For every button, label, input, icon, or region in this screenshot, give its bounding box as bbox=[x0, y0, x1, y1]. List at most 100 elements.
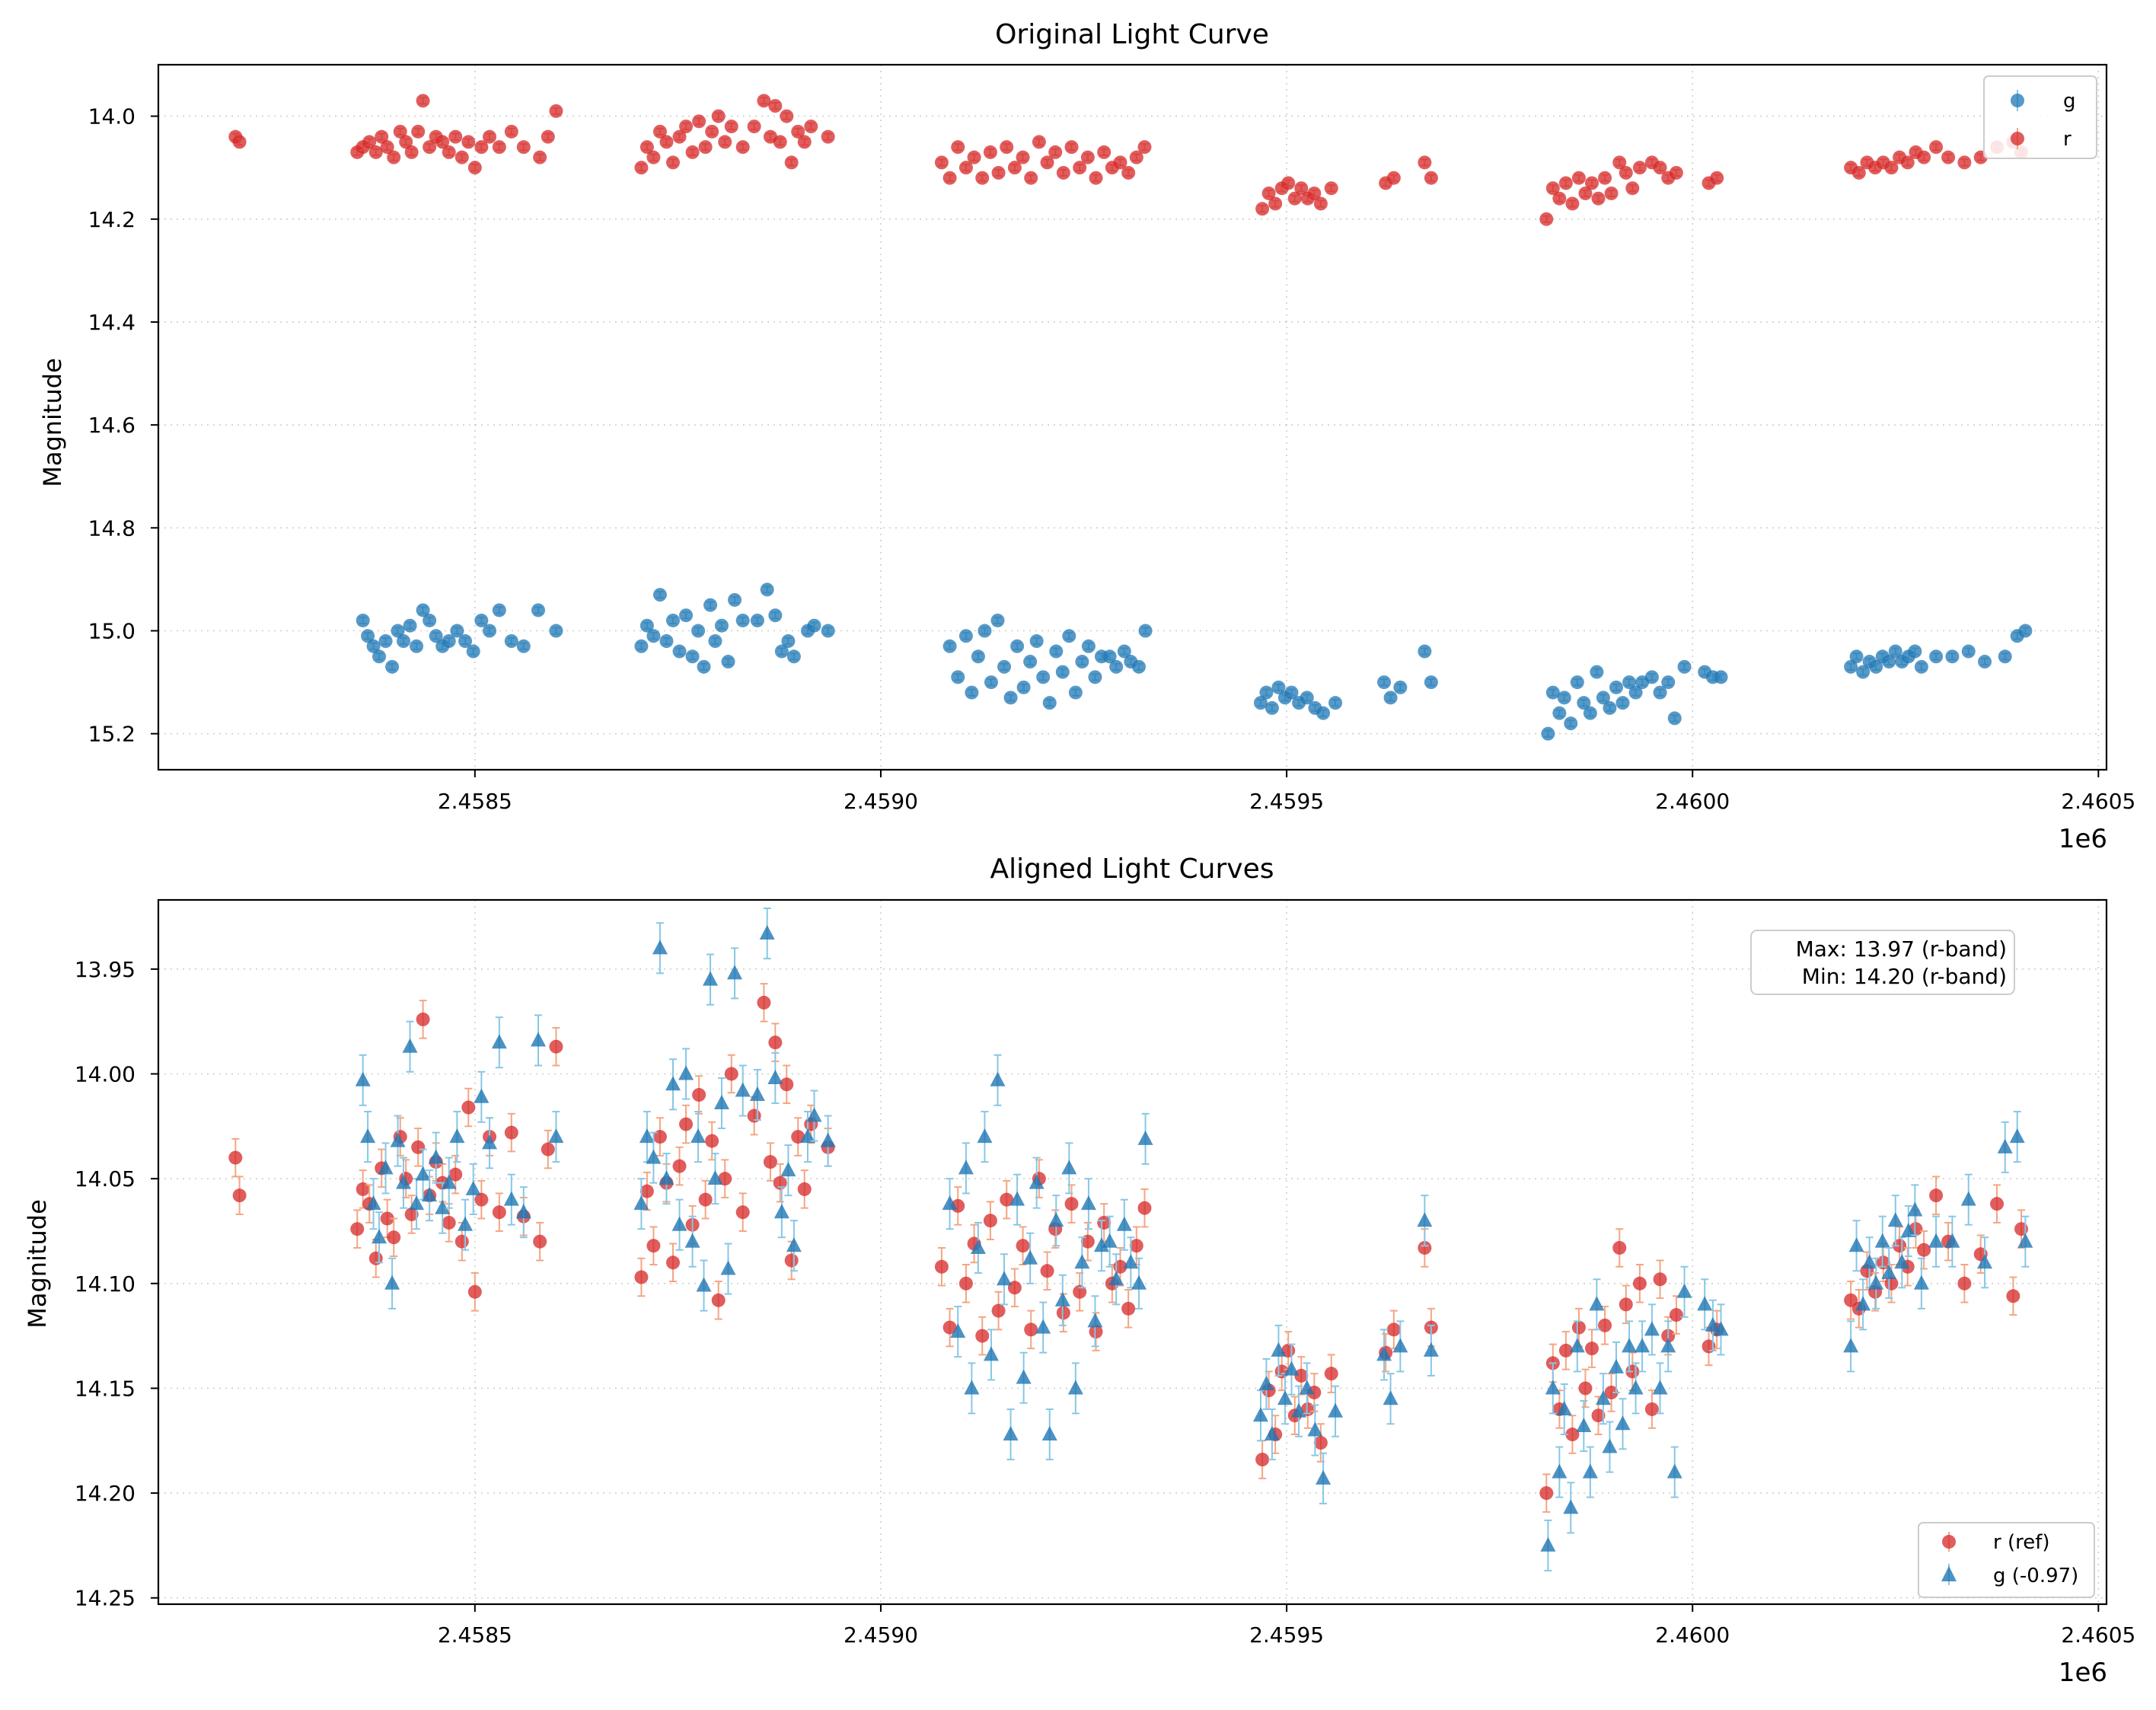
data-point bbox=[1590, 665, 1604, 679]
data-point bbox=[465, 1163, 481, 1215]
data-point bbox=[491, 1016, 507, 1069]
data-point bbox=[786, 1220, 802, 1272]
data-point bbox=[672, 1146, 687, 1186]
data-point bbox=[820, 1115, 836, 1167]
circle-marker bbox=[1023, 655, 1038, 669]
triangle-marker bbox=[428, 1149, 444, 1164]
triangle-marker bbox=[1061, 1160, 1077, 1175]
data-point bbox=[646, 1226, 661, 1266]
data-point bbox=[1714, 670, 1728, 684]
circle-marker bbox=[1042, 696, 1057, 710]
circle-marker bbox=[1558, 176, 1573, 190]
circle-marker bbox=[821, 129, 835, 144]
triangle-marker bbox=[713, 1095, 729, 1110]
data-point bbox=[1977, 1236, 1993, 1289]
data-point bbox=[757, 94, 771, 108]
circle-marker bbox=[1281, 176, 1296, 190]
circle-marker bbox=[1253, 696, 1268, 710]
data-point bbox=[1644, 670, 1659, 684]
triangle-marker bbox=[458, 1216, 474, 1231]
data-point bbox=[1957, 155, 1972, 170]
triangle-marker bbox=[1569, 1338, 1585, 1353]
triangle-marker bbox=[1423, 1342, 1439, 1357]
circle-marker bbox=[1075, 655, 1089, 669]
triangle-marker bbox=[1316, 1469, 1332, 1485]
triangle-marker bbox=[1576, 1417, 1592, 1432]
data-point bbox=[806, 1089, 822, 1142]
circle-marker bbox=[692, 114, 706, 129]
x-offset-label-original: 1e6 bbox=[2059, 824, 2107, 854]
triangle-marker bbox=[696, 1277, 712, 1292]
data-point bbox=[1040, 1251, 1054, 1291]
data-point bbox=[1652, 1362, 1668, 1415]
triangle-marker bbox=[1595, 1390, 1611, 1405]
circle-marker bbox=[1539, 212, 1554, 226]
data-point bbox=[531, 1014, 547, 1067]
data-point bbox=[549, 104, 563, 118]
triangle-marker bbox=[1582, 1463, 1598, 1479]
chart-title-original: Original Light Curve bbox=[995, 19, 1269, 50]
circle-marker bbox=[1088, 670, 1102, 684]
data-point bbox=[467, 161, 482, 175]
circle-marker bbox=[1049, 644, 1064, 659]
circle-marker bbox=[1541, 726, 1555, 741]
data-point bbox=[997, 659, 1012, 674]
triangle-marker bbox=[1328, 1402, 1344, 1418]
circle-marker bbox=[1604, 186, 1619, 200]
circle-marker bbox=[672, 644, 687, 659]
data-point bbox=[1540, 1519, 1556, 1571]
chart-title-aligned: Aligned Light Curves bbox=[990, 853, 1274, 885]
triangle-marker bbox=[997, 1271, 1013, 1286]
circle-marker bbox=[2018, 624, 2033, 638]
circle-marker bbox=[652, 588, 667, 602]
data-point bbox=[1075, 655, 1089, 669]
data-point bbox=[1000, 1179, 1014, 1220]
data-point bbox=[1121, 165, 1136, 180]
circle-marker bbox=[483, 129, 497, 144]
x-tick-label: 2.4590 bbox=[844, 789, 918, 814]
triangle-marker bbox=[415, 1166, 431, 1181]
data-point bbox=[1884, 161, 1899, 175]
data-point bbox=[385, 659, 400, 674]
circle-marker bbox=[1121, 165, 1136, 180]
circle-marker bbox=[797, 135, 812, 149]
data-point bbox=[646, 629, 661, 643]
data-point bbox=[780, 1064, 794, 1105]
data-point bbox=[1595, 1373, 1611, 1425]
circle-marker bbox=[1265, 700, 1279, 715]
data-point bbox=[1545, 181, 1560, 196]
data-point bbox=[1048, 1195, 1064, 1247]
triangle-marker bbox=[786, 1237, 802, 1252]
data-point bbox=[429, 629, 443, 643]
data-point bbox=[467, 1272, 482, 1312]
data-point bbox=[978, 624, 992, 638]
circle-marker bbox=[410, 639, 424, 653]
data-point bbox=[1131, 1257, 1147, 1310]
circle-marker bbox=[1324, 181, 1338, 196]
data-point bbox=[1418, 644, 1432, 659]
data-point bbox=[549, 624, 563, 638]
triangle-marker bbox=[474, 1088, 490, 1103]
circle-marker bbox=[232, 135, 247, 149]
data-point bbox=[1291, 1385, 1307, 1437]
data-point bbox=[807, 618, 821, 633]
data-point bbox=[362, 135, 377, 149]
data-point bbox=[639, 140, 654, 155]
circle-marker bbox=[1667, 711, 1682, 726]
data-point bbox=[549, 1026, 563, 1067]
circle-marker bbox=[1287, 191, 1302, 206]
circle-marker bbox=[366, 639, 381, 653]
circle-marker bbox=[423, 140, 437, 155]
circle-marker bbox=[703, 598, 718, 612]
data-point bbox=[1029, 634, 1044, 649]
data-point bbox=[983, 1329, 999, 1381]
data-point bbox=[1089, 171, 1103, 185]
data-point bbox=[711, 1281, 726, 1320]
data-point bbox=[1089, 1312, 1103, 1351]
circle-marker bbox=[975, 1329, 990, 1343]
data-point bbox=[1024, 171, 1038, 185]
data-point bbox=[1632, 161, 1647, 175]
circle-marker bbox=[804, 120, 818, 134]
data-point bbox=[396, 1156, 412, 1209]
data-point bbox=[1612, 155, 1627, 170]
